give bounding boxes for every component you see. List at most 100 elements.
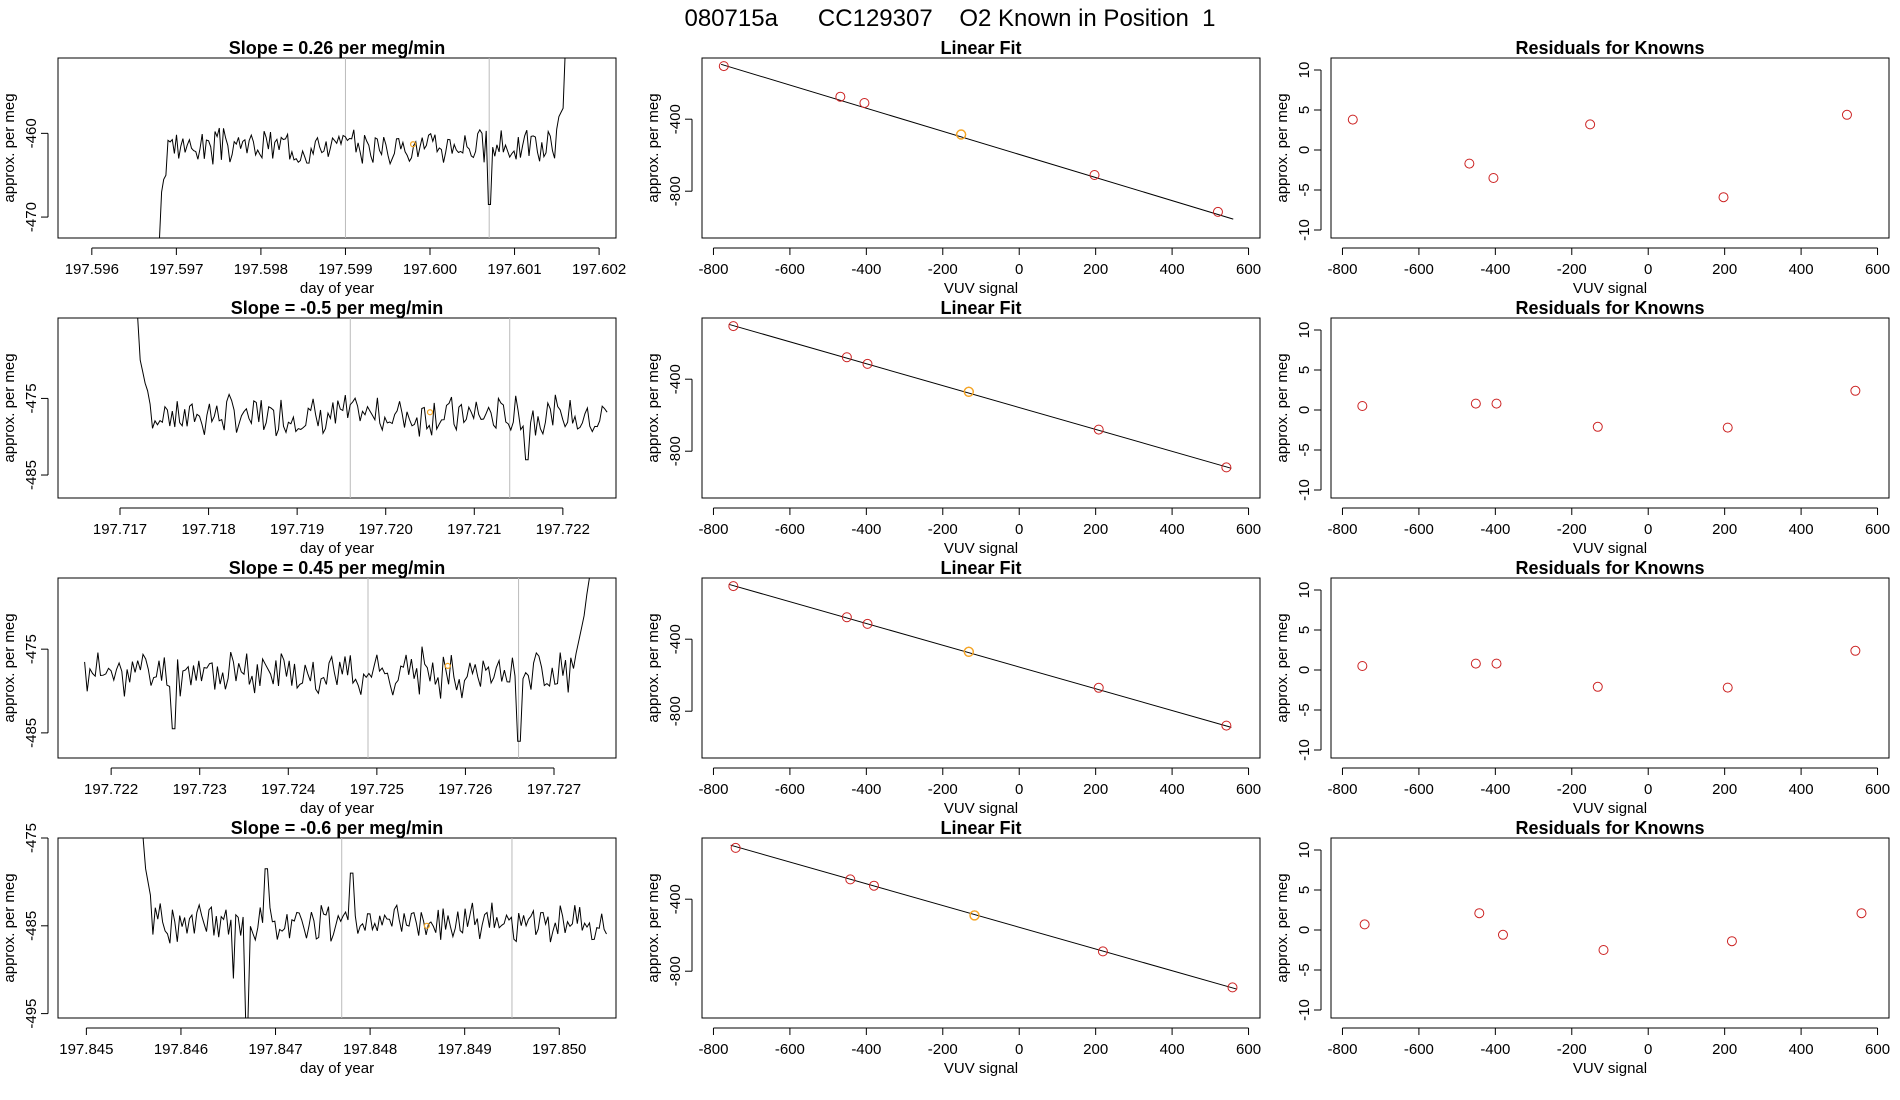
x-tick-label: -800 — [1327, 521, 1357, 538]
x-axis-label: VUV signal — [1573, 540, 1647, 557]
y-tick-label: -400 — [667, 104, 684, 134]
x-tick-label: -600 — [1404, 1041, 1434, 1058]
x-tick-label: 600 — [1865, 261, 1890, 278]
x-tick-label: 400 — [1789, 781, 1814, 798]
known-point — [728, 581, 739, 592]
plot-area — [159, 58, 566, 238]
x-tick-label: -600 — [1404, 261, 1434, 278]
x-axis-label: day of year — [300, 540, 374, 557]
panel-title: Slope = -0.6 per meg/min — [231, 818, 444, 838]
residual-point — [1464, 158, 1475, 169]
residual-point — [1592, 421, 1603, 432]
x-tick-label: -400 — [1480, 261, 1510, 278]
x-tick-label: 200 — [1712, 261, 1737, 278]
plot-frame — [1330, 57, 1890, 239]
x-tick-label: 0 — [1015, 781, 1023, 798]
y-axis-label: approx. per meg — [1274, 873, 1291, 982]
panel-title: Slope = 0.45 per meg/min — [229, 558, 446, 578]
unknown-sample-point — [423, 922, 430, 929]
known-point — [841, 352, 852, 363]
panel-r3c3: Residuals for Knowns -800 -600 -400 -200 0 200… — [1274, 558, 1890, 817]
y-tick-label: -460 — [23, 118, 40, 148]
unknown-sample-point — [444, 662, 451, 670]
x-tick-label: -400 — [851, 261, 881, 278]
known-point — [862, 618, 873, 629]
x-tick-label: 197.597 — [149, 261, 203, 278]
panel-title: Slope = -0.5 per meg/min — [231, 298, 444, 318]
x-axis-label: day of year — [300, 800, 374, 817]
x-tick-label: -400 — [851, 1041, 881, 1058]
x-tick-label: -800 — [1327, 1041, 1357, 1058]
plot-area — [1357, 385, 1861, 433]
x-tick-label: 197.722 — [84, 781, 138, 798]
y-tick-label: 0 — [1296, 406, 1313, 414]
residual-point — [1718, 192, 1729, 203]
known-point — [1221, 720, 1232, 731]
x-axis-label: VUV signal — [944, 800, 1018, 817]
known-point — [1221, 462, 1232, 473]
x-axis-label: day of year — [300, 1060, 374, 1077]
known-point — [868, 880, 879, 891]
residual-point — [1359, 919, 1370, 930]
y-tick-label: -400 — [667, 624, 684, 654]
unknown-point — [963, 386, 974, 397]
known-point — [1097, 946, 1108, 957]
x-tick-label: -400 — [1480, 521, 1510, 538]
known-point — [835, 91, 846, 102]
x-tick-label: 400 — [1789, 261, 1814, 278]
residual-point — [1470, 658, 1481, 669]
x-tick-label: -400 — [851, 781, 881, 798]
plot-area — [1359, 908, 1867, 955]
residual-point — [1470, 398, 1481, 409]
residual-point — [1726, 936, 1737, 947]
panel-r1c2: Linear Fit -800 -600 -400 -200 0 200 400 600 VUV … — [645, 38, 1261, 297]
x-tick-label: 197.599 — [318, 261, 372, 278]
plot-area — [1357, 645, 1861, 693]
x-tick-label: 0 — [1015, 1041, 1023, 1058]
residual-point — [1850, 385, 1861, 396]
x-tick-label: 200 — [1083, 1041, 1108, 1058]
known-point — [730, 842, 741, 853]
y-tick-label: -485 — [23, 911, 40, 941]
y-tick-label: -475 — [23, 823, 40, 853]
plot-area — [718, 61, 1234, 220]
x-tick-label: -400 — [1480, 1041, 1510, 1058]
x-tick-label: -800 — [1327, 261, 1357, 278]
x-tick-label: -800 — [698, 521, 728, 538]
y-tick-label: -475 — [23, 383, 40, 413]
residual-point — [1592, 681, 1603, 692]
residual-point — [1488, 173, 1499, 183]
x-tick-label: 200 — [1712, 781, 1737, 798]
panel-r1c3: Residuals for Knowns -800 -600 -400 -200 0 200… — [1274, 38, 1890, 297]
plot-area — [142, 838, 607, 1018]
residual-point — [1585, 119, 1596, 130]
x-tick-label: -600 — [1404, 521, 1434, 538]
y-axis-label: approx. per meg — [1274, 353, 1291, 462]
x-tick-label: 197.717 — [93, 521, 147, 538]
x-tick-label: 197.601 — [487, 261, 541, 278]
plot-frame — [57, 317, 617, 499]
plot-area — [1347, 109, 1852, 203]
plot-frame — [1330, 577, 1890, 759]
x-tick-label: -200 — [1557, 521, 1587, 538]
x-tick-label: 600 — [1236, 781, 1261, 798]
y-tick-label: 10 — [1296, 322, 1313, 339]
x-tick-label: -600 — [775, 1041, 805, 1058]
x-tick-label: 197.726 — [438, 781, 492, 798]
y-tick-label: -400 — [667, 884, 684, 914]
y-tick-label: -800 — [667, 176, 684, 206]
y-tick-label: 10 — [1296, 582, 1313, 599]
x-tick-label: 197.727 — [527, 781, 581, 798]
x-tick-label: 197.847 — [248, 1041, 302, 1058]
panel-r4c3: Residuals for Knowns -800 -600 -400 -200 0 200… — [1274, 818, 1890, 1077]
plot-frame — [57, 837, 617, 1019]
known-point — [1093, 424, 1104, 435]
known-point — [728, 321, 739, 332]
x-tick-label: 197.846 — [154, 1041, 208, 1058]
x-axis-label: VUV signal — [944, 1060, 1018, 1077]
x-tick-label: 200 — [1712, 1041, 1737, 1058]
known-point — [718, 61, 729, 72]
x-tick-label: -200 — [928, 261, 958, 278]
unknown-point — [969, 910, 980, 921]
